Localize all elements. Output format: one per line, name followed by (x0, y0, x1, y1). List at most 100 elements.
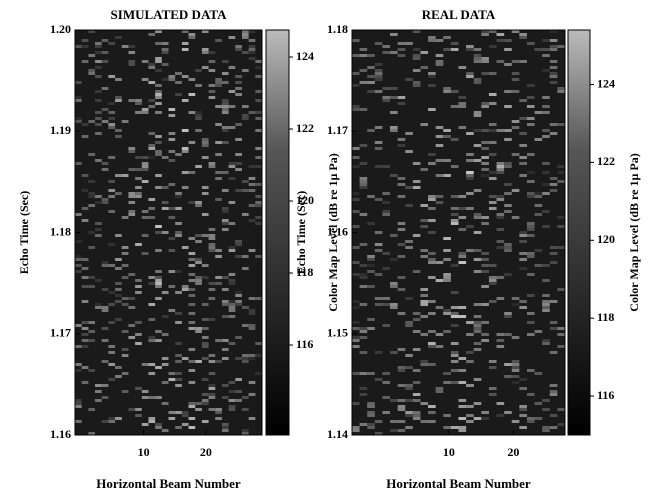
heatmap-texture (481, 222, 489, 225)
heatmap-texture (75, 405, 82, 408)
heatmap-texture (108, 117, 116, 120)
heatmap-texture (201, 213, 209, 216)
heatmap-texture (534, 111, 543, 114)
heatmap-texture (88, 30, 96, 33)
heatmap-texture (397, 408, 406, 411)
heatmap-texture (195, 360, 202, 363)
heatmap-texture (511, 303, 520, 306)
heatmap-texture (367, 327, 375, 330)
heatmap-texture (81, 327, 89, 330)
heatmap-texture (135, 414, 142, 417)
heatmap-texture (101, 198, 109, 201)
heatmap-texture (435, 387, 444, 390)
heatmap-texture (155, 42, 162, 45)
heatmap-texture (241, 306, 249, 309)
x-tick-label: 10 (443, 445, 455, 459)
heatmap-texture (81, 345, 89, 348)
heatmap-texture (81, 135, 89, 138)
heatmap-texture (141, 162, 149, 165)
heatmap-texture (526, 195, 535, 198)
heatmap-texture (168, 372, 176, 375)
heatmap-texture (534, 204, 543, 207)
heatmap-texture (221, 189, 229, 192)
heatmap-texture (382, 267, 391, 270)
heatmap-texture (148, 33, 156, 36)
heatmap-texture (108, 195, 116, 198)
heatmap-texture (248, 312, 256, 315)
heatmap-texture (161, 363, 169, 366)
heatmap-texture (534, 192, 543, 195)
heatmap-texture (208, 387, 216, 390)
heatmap-texture (412, 162, 421, 165)
heatmap-texture (458, 66, 467, 69)
heatmap-texture (148, 66, 156, 69)
heatmap-texture (526, 96, 535, 99)
heatmap-texture (201, 156, 209, 159)
heatmap-texture (511, 78, 520, 81)
heatmap-texture (420, 225, 429, 228)
heatmap-texture (148, 417, 156, 420)
heatmap-texture (208, 288, 216, 291)
heatmap-texture (148, 63, 156, 66)
heatmap-texture (374, 198, 383, 201)
heatmap-texture (241, 255, 249, 258)
heatmap-texture (181, 129, 189, 132)
heatmap-texture (201, 402, 209, 405)
heatmap-texture (241, 114, 249, 117)
heatmap-texture (101, 420, 109, 423)
heatmap-texture (428, 195, 436, 198)
heatmap-texture (374, 126, 383, 129)
heatmap-texture (367, 129, 375, 132)
heatmap-texture (215, 360, 222, 363)
heatmap-texture (382, 87, 391, 90)
heatmap-texture (549, 327, 558, 330)
heatmap-texture (201, 378, 209, 381)
heatmap-texture (542, 210, 550, 213)
heatmap-texture (473, 144, 482, 147)
heatmap-texture (155, 225, 162, 228)
heatmap-texture (496, 216, 505, 219)
heatmap-texture (135, 321, 142, 324)
heatmap-texture (458, 381, 467, 384)
heatmap-texture (367, 414, 375, 417)
heatmap-texture (81, 276, 89, 279)
heatmap-texture (481, 252, 489, 255)
heatmap-texture (115, 375, 122, 378)
heatmap-texture (374, 432, 383, 435)
heatmap-texture (135, 192, 142, 195)
heatmap-texture (135, 102, 142, 105)
y-tick-label: 1.15 (327, 326, 348, 340)
heatmap-texture (549, 426, 558, 429)
heatmap-texture (519, 414, 527, 417)
heatmap-texture (135, 387, 142, 390)
heatmap-texture (175, 312, 182, 315)
heatmap-texture (481, 141, 489, 144)
heatmap-texture (534, 249, 543, 252)
heatmap-texture (255, 66, 262, 69)
heatmap-texture (255, 147, 262, 150)
heatmap-texture (397, 138, 406, 141)
heatmap-texture (155, 339, 162, 342)
heatmap-texture (428, 252, 436, 255)
heatmap-texture (201, 357, 209, 360)
heatmap-texture (128, 210, 136, 213)
heatmap-texture (155, 57, 162, 60)
heatmap-texture (542, 192, 550, 195)
heatmap-texture (215, 255, 222, 258)
colorbar-tick-label: 122 (296, 121, 314, 135)
heatmap-texture (248, 357, 256, 360)
heatmap-texture (241, 432, 249, 435)
heatmap-texture (397, 429, 406, 432)
heatmap-texture (488, 279, 497, 282)
heatmap-texture (496, 198, 505, 201)
heatmap-texture (88, 54, 96, 57)
heatmap-texture (450, 90, 459, 93)
heatmap-texture (195, 204, 202, 207)
heatmap-texture (542, 426, 550, 429)
heatmap-texture (450, 264, 459, 267)
heatmap-texture (405, 42, 413, 45)
heatmap-texture (128, 99, 136, 102)
heatmap-texture (235, 45, 242, 48)
heatmap-texture (201, 30, 209, 33)
heatmap-texture (255, 255, 262, 258)
